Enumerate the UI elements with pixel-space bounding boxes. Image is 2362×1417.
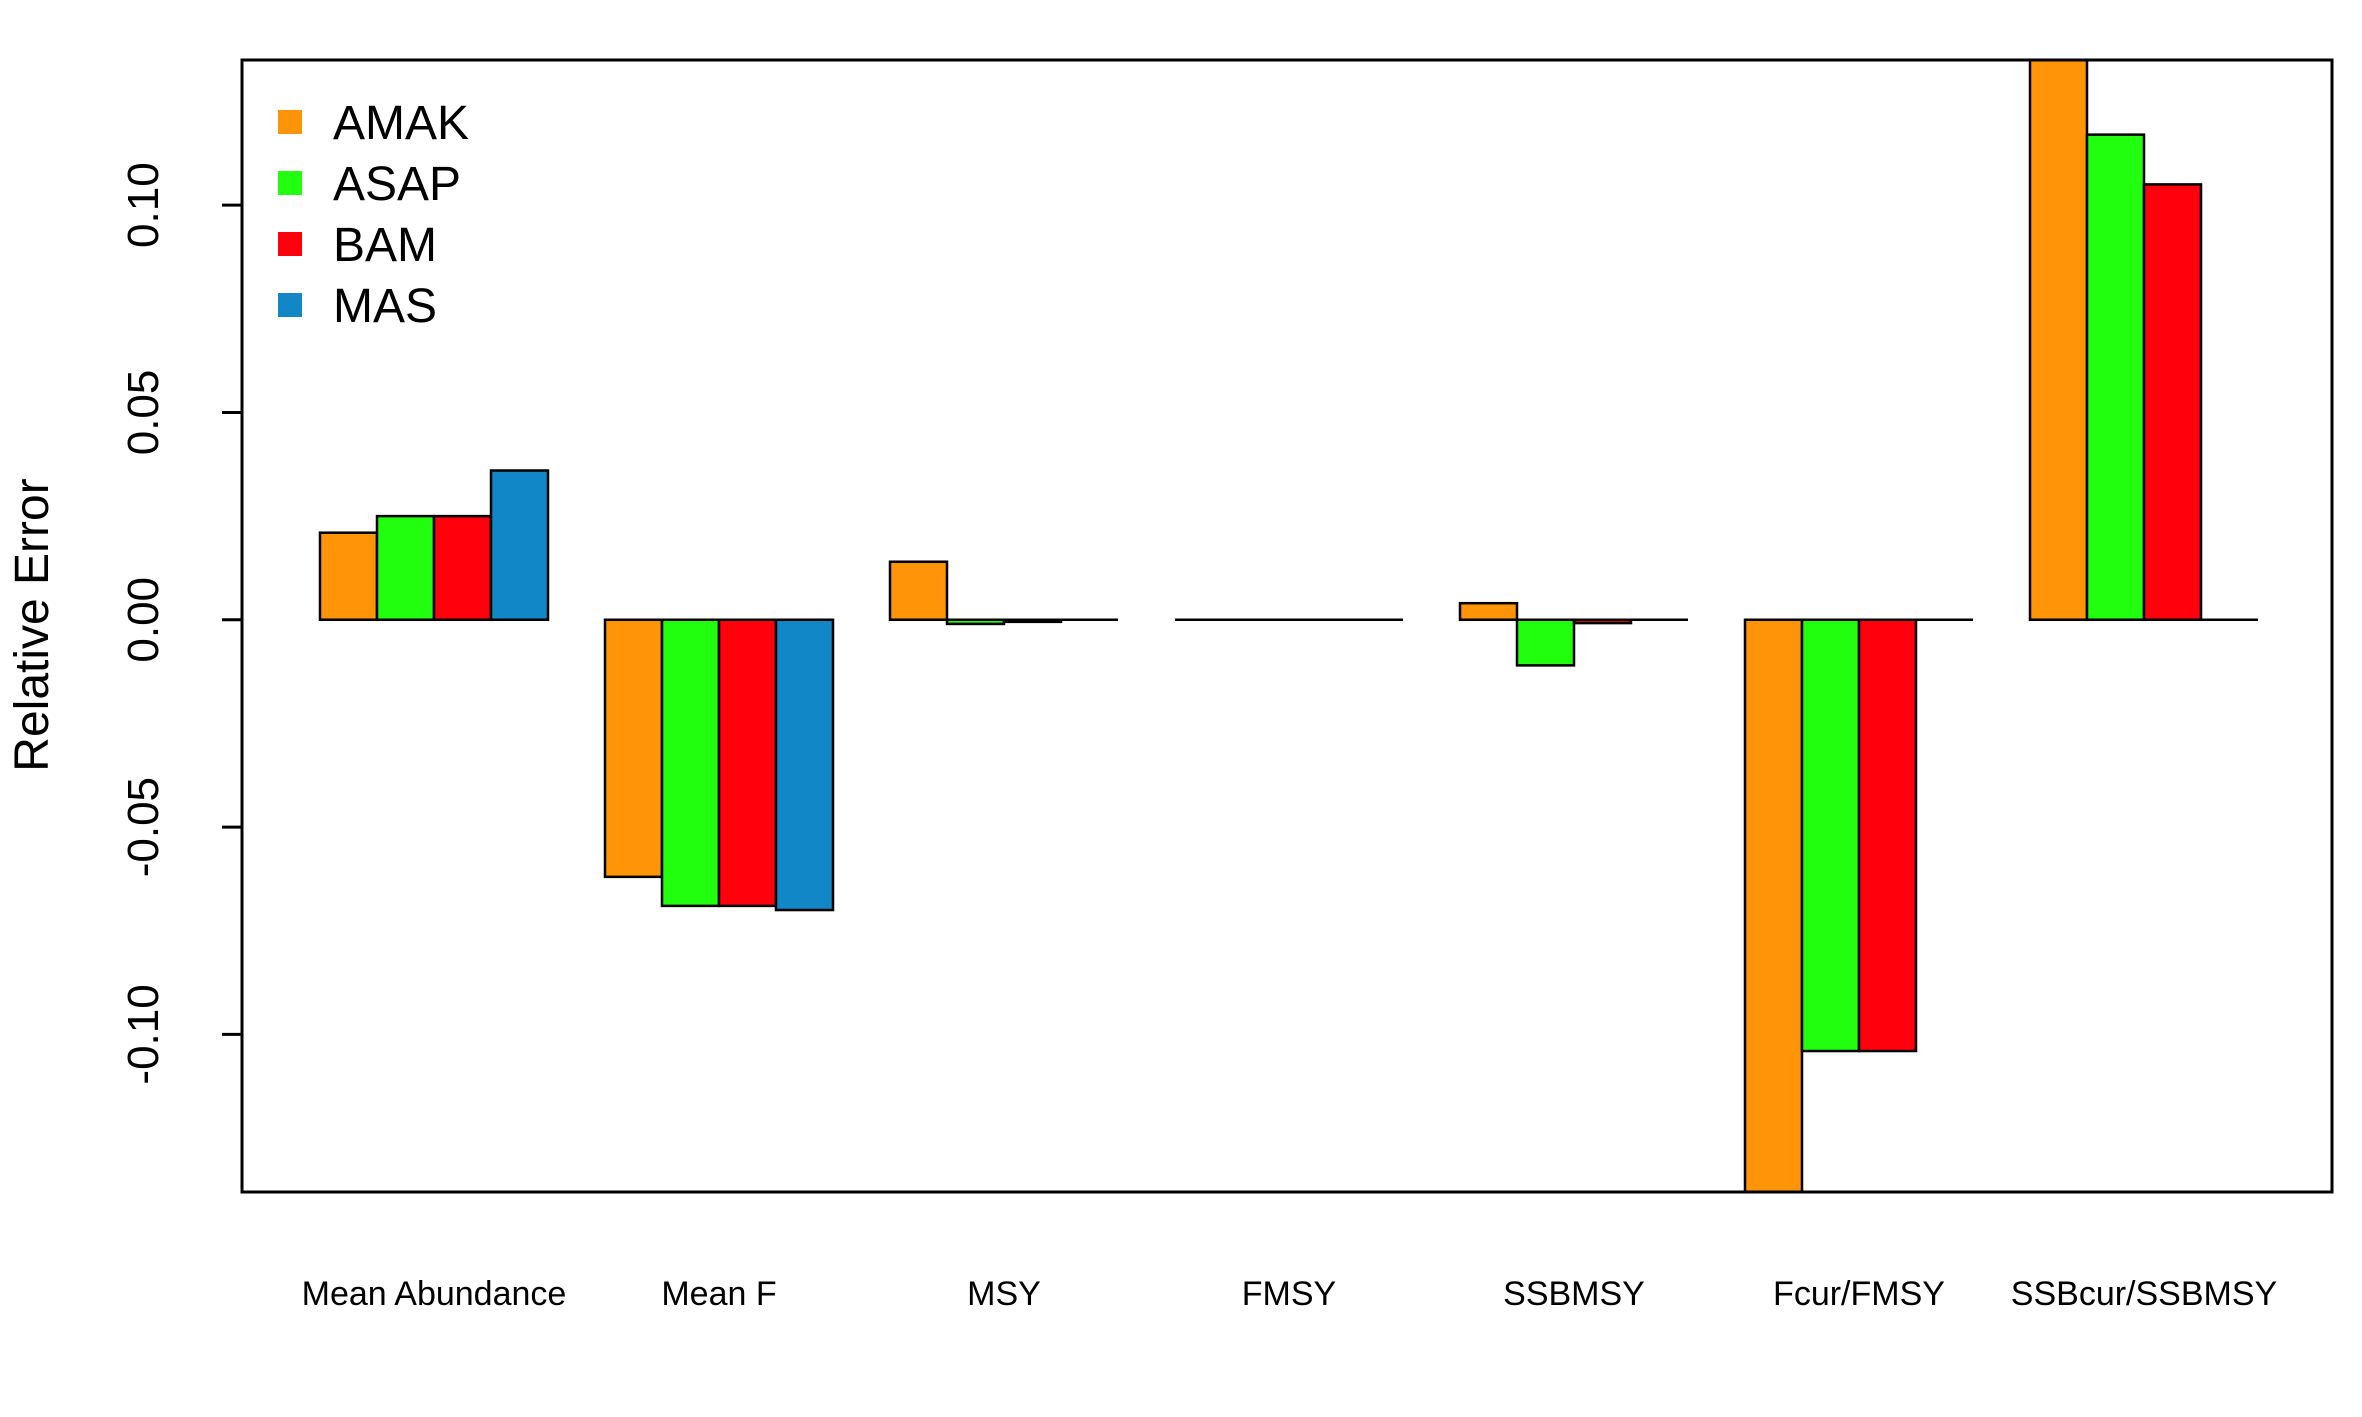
legend-swatch-bam bbox=[278, 232, 302, 256]
category-label-4: FMSY bbox=[1242, 1275, 1336, 1313]
legend: AMAK ASAP BAM MAS bbox=[278, 97, 469, 333]
category-label-5: SSBMSY bbox=[1503, 1275, 1645, 1313]
category-label-6: Fcur/FMSY bbox=[1773, 1275, 1945, 1313]
y-axis: -0.10 -0.05 0.00 0.05 0.10 bbox=[119, 162, 244, 1085]
y-axis-label: Relative Error bbox=[6, 478, 59, 771]
bar-asap-5 bbox=[1515, 618, 1576, 667]
y-tick-label-5: 0.10 bbox=[119, 162, 168, 248]
bar-amak-1 bbox=[318, 531, 379, 622]
category-label-1: Mean Abundance bbox=[302, 1275, 567, 1313]
bar-asap-1 bbox=[375, 514, 436, 622]
bar-amak-5 bbox=[1458, 601, 1519, 622]
bar-amak-3 bbox=[888, 560, 949, 622]
bar-bam-6 bbox=[1857, 618, 1918, 1053]
bar-asap-7 bbox=[2085, 133, 2146, 622]
category-label-7: SSBcur/SSBMSY bbox=[2011, 1275, 2277, 1313]
legend-label-asap: ASAP bbox=[333, 158, 461, 211]
legend-label-amak: AMAK bbox=[333, 97, 469, 150]
y-tick-label-2: -0.05 bbox=[119, 777, 168, 877]
legend-swatch-asap bbox=[278, 171, 302, 195]
bar-bam-2 bbox=[717, 618, 778, 908]
bars-group bbox=[318, 58, 2203, 1194]
bar-amak-2 bbox=[603, 618, 664, 879]
x-axis-labels: Mean Abundance Mean F MSY FMSY SSBMSY Fcur/FM… bbox=[302, 1275, 2278, 1313]
bar-mas-2 bbox=[774, 618, 835, 912]
bar-amak-6 bbox=[1743, 618, 1804, 1194]
bar-asap-6 bbox=[1800, 618, 1861, 1053]
category-label-2: Mean F bbox=[661, 1275, 776, 1313]
bar-amak-7 bbox=[2028, 58, 2089, 622]
legend-label-mas: MAS bbox=[333, 280, 437, 333]
bar-asap-2 bbox=[660, 618, 721, 908]
y-tick-label-1: -0.10 bbox=[119, 984, 168, 1084]
y-tick-label-4: 0.05 bbox=[119, 370, 168, 456]
y-tick-label-3: 0.00 bbox=[119, 577, 168, 663]
bar-bam-7 bbox=[2142, 183, 2203, 622]
legend-label-bam: BAM bbox=[333, 219, 437, 272]
bar-bam-1 bbox=[432, 514, 493, 622]
bar-mas-1 bbox=[489, 469, 550, 622]
category-label-3: MSY bbox=[967, 1275, 1041, 1313]
legend-swatch-mas bbox=[278, 293, 302, 317]
legend-swatch-amak bbox=[278, 110, 302, 134]
plot-frame bbox=[240, 58, 2334, 1194]
